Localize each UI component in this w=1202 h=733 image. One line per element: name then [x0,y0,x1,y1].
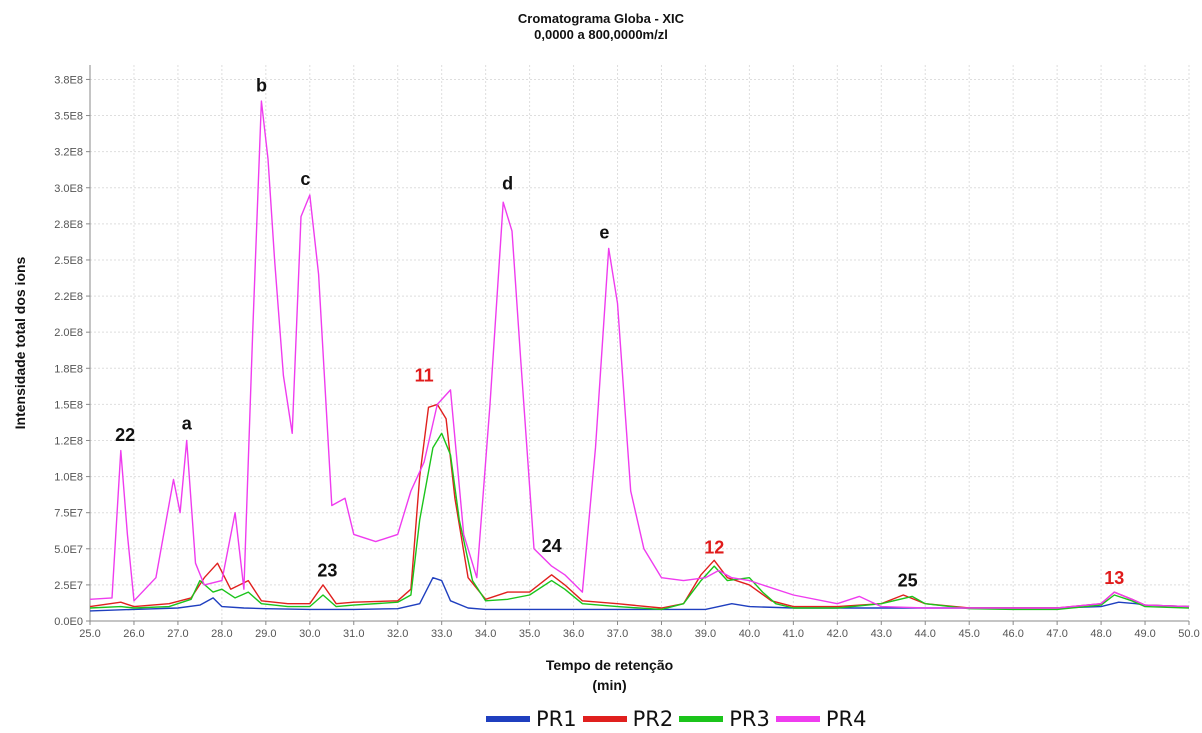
series-line-pr4 [89,100,1190,609]
x-tick-label: 48.0 [1090,628,1111,640]
peak-label: 22 [115,425,135,445]
x-tick-label: 40.0 [739,628,760,640]
peak-label: 12 [704,537,724,557]
y-tick-label: 3.5E8 [54,111,83,123]
y-tick-label: 5.0E7 [54,544,83,556]
peak-label: a [182,413,193,433]
x-axis-unit: (min) [592,677,626,693]
peak-label: 23 [317,561,337,581]
legend-label-pr4: PR4 [825,707,867,731]
x-tick-label: 45.0 [958,628,979,640]
peak-label: 13 [1104,568,1124,588]
x-tick-label: 25.0 [79,628,100,640]
y-tick-label: 3.0E8 [54,183,83,195]
x-tick-label: 33.0 [431,628,452,640]
y-tick-label: 1.0E8 [54,472,83,484]
peak-label: e [599,223,609,243]
x-tick-label: 44.0 [915,628,936,640]
y-tick-label: 3.8E8 [54,74,83,86]
x-tick-label: 26.0 [123,628,144,640]
legend-swatch-pr4 [775,716,820,722]
x-tick-label: 38.0 [651,628,672,640]
peak-label: 11 [415,366,434,386]
legend-label-pr2: PR2 [632,707,674,731]
peak-label: b [256,75,267,95]
y-tick-label: 1.5E8 [54,399,83,411]
legend-item-pr1: PR1 [486,707,577,731]
x-tick-label: 49.0 [1134,628,1155,640]
y-tick-label: 0.0E0 [54,616,83,628]
x-tick-label: 30.0 [299,628,320,640]
x-tick-label: 32.0 [387,628,408,640]
y-tick-label: 2.0E8 [54,327,83,339]
peak-label: 24 [542,536,562,556]
legend-label-pr3: PR3 [729,707,770,731]
legend-item-pr3: PR3 [679,707,770,731]
y-tick-label: 3.2E8 [54,147,83,159]
legend-swatch-pr2 [582,716,627,722]
x-tick-label: 37.0 [607,628,628,640]
y-tick-label: 1.2E8 [54,435,83,447]
x-tick-label: 28.0 [211,628,232,640]
x-tick-label: 35.0 [519,628,540,640]
x-tick-label: 46.0 [1002,628,1023,640]
chart-title: Cromatograma Globa - XIC [517,11,685,26]
y-tick-label: 2.8E8 [54,219,83,231]
chart-subtitle: 0,0000 a 800,0000m/zl [534,27,668,42]
chart-legend: PR1 PR2 PR3 PR4 [486,705,873,733]
legend-item-pr4: PR4 [775,707,867,731]
y-tick-label: 2.5E7 [54,580,83,592]
x-tick-label: 42.0 [827,628,848,640]
x-tick-label: 50.0 [1178,628,1199,640]
legend-item-pr2: PR2 [582,707,674,731]
y-tick-label: 2.5E8 [54,255,83,267]
legend-label-pr1: PR1 [536,707,577,731]
legend-swatch-pr1 [486,716,530,722]
series-line-pr3 [89,432,1190,611]
y-tick-label: 2.2E8 [54,291,83,303]
x-tick-label: 43.0 [871,628,892,640]
y-axis-title: Intensidade total dos ions [12,256,28,429]
plot-area [90,65,1189,621]
x-axis-title: Tempo de retenção [546,657,673,673]
x-tick-label: 39.0 [695,628,716,640]
x-tick-label: 36.0 [563,628,584,640]
x-tick-label: 41.0 [783,628,804,640]
x-tick-label: 27.0 [167,628,188,640]
y-tick-label: 7.5E7 [54,508,83,520]
y-tick-label: 1.8E8 [54,363,83,375]
x-tick-label: 34.0 [475,628,496,640]
legend-swatch-pr3 [679,716,724,722]
peak-label: c [300,169,310,189]
x-tick-label: 29.0 [255,628,276,640]
x-tick-label: 31.0 [343,628,364,640]
x-tick-label: 47.0 [1046,628,1067,640]
peak-label: 25 [898,571,918,591]
peak-label: d [502,174,513,194]
